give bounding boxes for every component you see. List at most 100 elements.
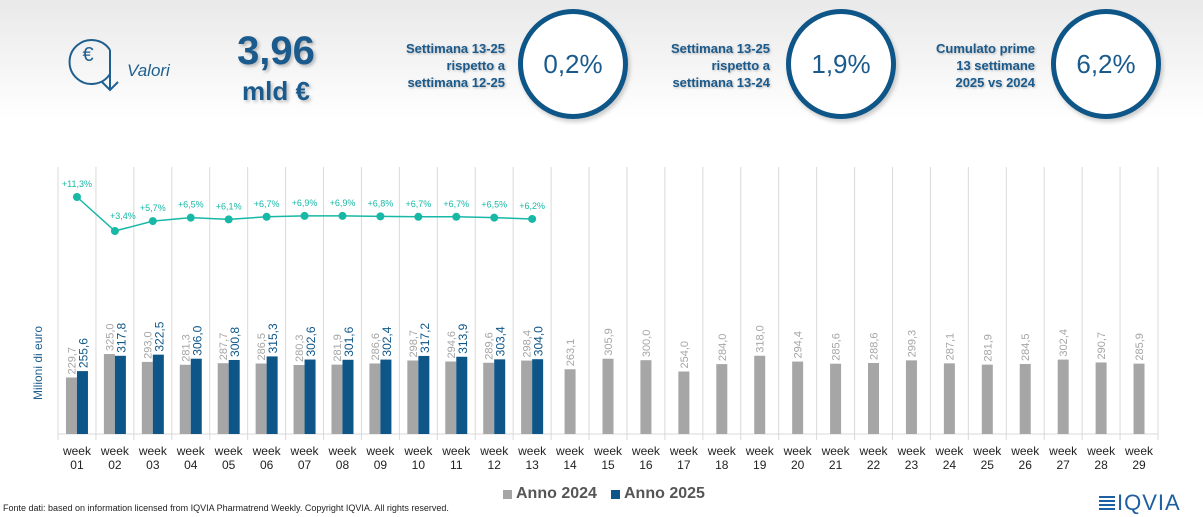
bar-2025: [418, 355, 430, 434]
x-tick-label: week: [745, 444, 775, 458]
bar-2024: [792, 361, 804, 434]
data-label-2025: 306,0: [190, 325, 204, 355]
data-label-2024: 293,0: [142, 331, 154, 359]
bar-2024: [943, 363, 955, 434]
kpi-label-line: 13 settimane: [956, 58, 1035, 73]
bar-2024: [141, 361, 153, 434]
x-tick-label: 28: [1094, 458, 1108, 472]
x-tick-label: week: [821, 444, 851, 458]
x-tick-label: 27: [1056, 458, 1070, 472]
kpi-value: 1,9%: [811, 48, 871, 79]
data-label-2024: 294,4: [793, 331, 805, 359]
bar-2024: [179, 364, 191, 434]
growth-point: [262, 212, 271, 221]
data-label-2024: 285,6: [831, 333, 843, 361]
kpi-label-line: settimana 13-24: [672, 75, 770, 90]
growth-point: [414, 212, 423, 221]
bar-2024: [678, 371, 690, 434]
data-label-2024: 318,0: [755, 325, 767, 353]
kpi-label-line: settimana 12-25: [407, 75, 505, 90]
data-label-2024: 287,1: [944, 333, 956, 361]
x-tick-label: week: [403, 444, 433, 458]
x-tick-label: 03: [146, 458, 160, 472]
data-label-2024: 325,0: [104, 323, 116, 351]
x-tick-label: week: [1086, 444, 1116, 458]
data-label-2025: 315,3: [266, 323, 280, 353]
bar-2024: [103, 354, 115, 434]
data-label-2024: 288,6: [869, 332, 881, 360]
x-tick-label: week: [707, 444, 737, 458]
x-tick-label: 16: [639, 458, 653, 472]
data-label-2024: 300,0: [641, 330, 653, 358]
data-label-2025: 322,5: [152, 321, 166, 351]
iqvia-logo-icon: [1099, 496, 1115, 510]
data-label-2025: 317,2: [418, 323, 432, 353]
growth-point: [376, 212, 385, 221]
growth-label: +6,1%: [216, 201, 242, 211]
x-tick-label: week: [896, 444, 926, 458]
x-tick-label: week: [176, 444, 206, 458]
x-tick-label: 01: [70, 458, 84, 472]
bar-2024: [369, 363, 381, 434]
bar-2025: [152, 354, 164, 434]
x-tick-label: 18: [715, 458, 729, 472]
data-label-2025: 304,0: [532, 326, 546, 356]
bar-2024: [293, 365, 305, 434]
x-tick-label: 09: [374, 458, 388, 472]
data-label-2024: 281,9: [332, 334, 344, 362]
bar-2024: [521, 360, 533, 434]
kpi-label-line: Cumulato prime: [936, 41, 1035, 56]
x-tick-label: week: [214, 444, 244, 458]
growth-label: +6,7%: [443, 199, 469, 209]
iqvia-logo-text: IQVIA: [1117, 490, 1181, 515]
growth-point: [224, 215, 233, 224]
data-label-2025: 317,8: [114, 322, 128, 352]
x-tick-label: week: [859, 444, 889, 458]
bar-2024: [1057, 359, 1069, 434]
bar-2025: [76, 371, 88, 434]
x-tick-label: week: [517, 444, 547, 458]
legend-label-2025: Anno 2025: [624, 485, 705, 502]
data-label-2024: 281,9: [982, 334, 994, 362]
x-tick-label: week: [934, 444, 964, 458]
bar-2025: [228, 359, 240, 434]
data-label-2024: 281,3: [180, 334, 192, 362]
x-tick-label: week: [441, 444, 471, 458]
growth-point: [452, 212, 461, 221]
kpi-label-week-vs-prev-week: Settimana 13-25 rispetto a settimana 12-…: [380, 40, 505, 91]
bar-2024: [830, 363, 842, 434]
growth-point: [300, 211, 309, 220]
valori-label: Valori: [127, 61, 170, 80]
bar-2024: [1133, 363, 1145, 434]
bar-2025: [114, 355, 126, 434]
data-label-2024: 299,3: [906, 330, 918, 358]
growth-label: +6,9%: [292, 198, 318, 208]
kpi-label-line: rispetto a: [446, 58, 505, 73]
x-tick-label: week: [1010, 444, 1040, 458]
bar-2024: [255, 363, 267, 434]
x-tick-label: week: [972, 444, 1002, 458]
data-label-2025: 302,4: [380, 326, 394, 356]
x-tick-label: week: [669, 444, 699, 458]
bar-2025: [380, 359, 392, 434]
kpi-value: 0,2%: [543, 48, 603, 79]
data-label-2024: 298,7: [408, 330, 420, 358]
growth-label: +6,5%: [178, 200, 204, 210]
data-label-2024: 294,6: [446, 331, 458, 359]
data-label-2024: 229,7: [66, 347, 78, 375]
bar-2024: [602, 358, 614, 434]
growth-label: +6,7%: [254, 199, 280, 209]
bar-2025: [342, 359, 354, 434]
data-label-2024: 263,1: [565, 339, 577, 367]
growth-label: +6,7%: [405, 199, 431, 209]
data-label-2025: 303,4: [494, 326, 508, 356]
x-tick-label: 21: [829, 458, 843, 472]
bar-2024: [331, 364, 343, 434]
growth-point: [528, 214, 537, 223]
growth-label: +11,3%: [62, 179, 92, 189]
x-tick-label: 12: [488, 458, 502, 472]
growth-point: [110, 227, 119, 235]
x-tick-label: 26: [1019, 458, 1033, 472]
x-tick-label: week: [365, 444, 395, 458]
bar-2024: [981, 364, 993, 434]
